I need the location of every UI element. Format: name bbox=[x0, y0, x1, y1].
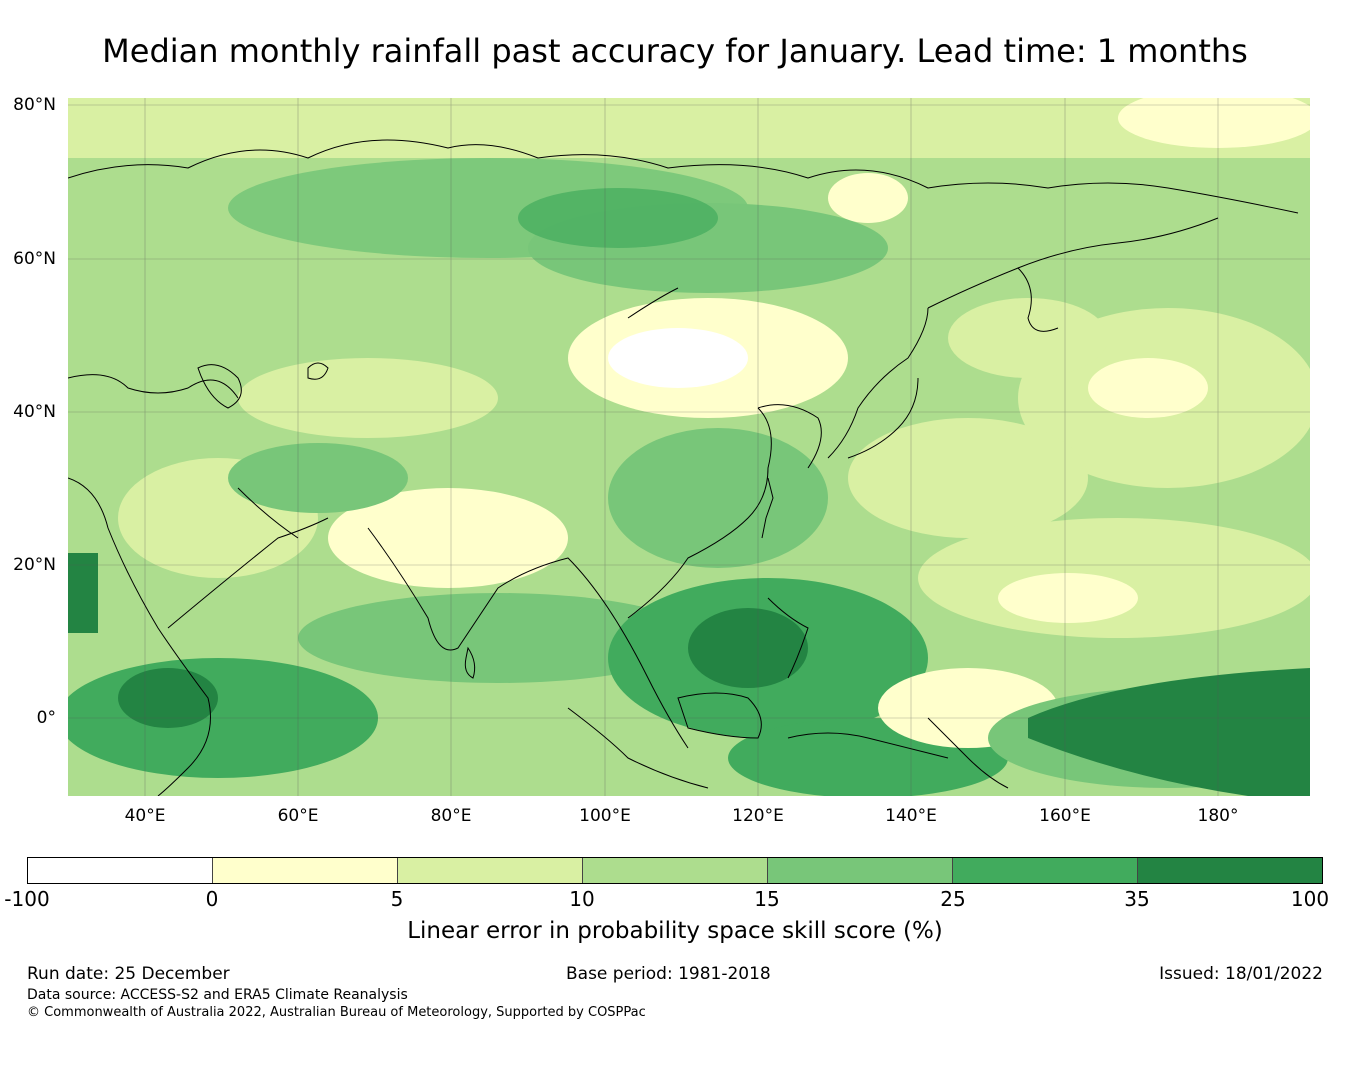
colorbar-segment bbox=[398, 858, 583, 883]
lon-label-180: 180° bbox=[1197, 806, 1239, 826]
map-svg bbox=[68, 98, 1310, 796]
lat-label-80n: 80°N bbox=[13, 95, 56, 115]
skill-score-map[interactable] bbox=[68, 98, 1310, 796]
colorbar-tick: 0 bbox=[205, 887, 219, 911]
run-date: Run date: 25 December bbox=[27, 964, 230, 984]
lon-label-60e: 60°E bbox=[277, 806, 319, 826]
colorbar-tick: 100 bbox=[1290, 887, 1330, 911]
lon-label-40e: 40°E bbox=[124, 806, 166, 826]
colorbar-segment bbox=[28, 858, 213, 883]
colorbar-tick: 25 bbox=[940, 887, 966, 911]
colorbar-segment bbox=[1138, 858, 1322, 883]
colorbar-label: Linear error in probability space skill … bbox=[407, 918, 943, 944]
lat-label-60n: 60°N bbox=[13, 249, 56, 269]
lat-label-20n: 20°N bbox=[13, 555, 56, 575]
colorbar-segment bbox=[583, 858, 768, 883]
lon-label-160e: 160°E bbox=[1039, 806, 1091, 826]
colorbar-segment bbox=[213, 858, 398, 883]
chart-title: Median monthly rainfall past accuracy fo… bbox=[102, 32, 1248, 70]
lon-label-120e: 120°E bbox=[732, 806, 784, 826]
colorbar-tick: 15 bbox=[754, 887, 780, 911]
base-period: Base period: 1981-2018 bbox=[566, 964, 771, 984]
colorbar-segment bbox=[953, 858, 1138, 883]
colorbar-tick: 10 bbox=[569, 887, 595, 911]
colorbar-tick: -100 bbox=[4, 887, 50, 911]
lon-label-140e: 140°E bbox=[885, 806, 937, 826]
data-source: Data source: ACCESS-S2 and ERA5 Climate … bbox=[27, 987, 408, 1003]
lat-label-40n: 40°N bbox=[13, 402, 56, 422]
graticule bbox=[68, 98, 1310, 796]
lon-label-80e: 80°E bbox=[430, 806, 472, 826]
coastlines bbox=[68, 139, 1299, 796]
lon-label-100e: 100°E bbox=[579, 806, 631, 826]
colorbar bbox=[27, 857, 1323, 884]
colorbar-tick: 5 bbox=[390, 887, 404, 911]
colorbar-tick: 35 bbox=[1124, 887, 1150, 911]
lat-label-0: 0° bbox=[36, 708, 56, 728]
colorbar-segment bbox=[768, 858, 953, 883]
issued-date: Issued: 18/01/2022 bbox=[1159, 964, 1323, 984]
copyright: © Commonwealth of Australia 2022, Austra… bbox=[27, 1005, 646, 1020]
